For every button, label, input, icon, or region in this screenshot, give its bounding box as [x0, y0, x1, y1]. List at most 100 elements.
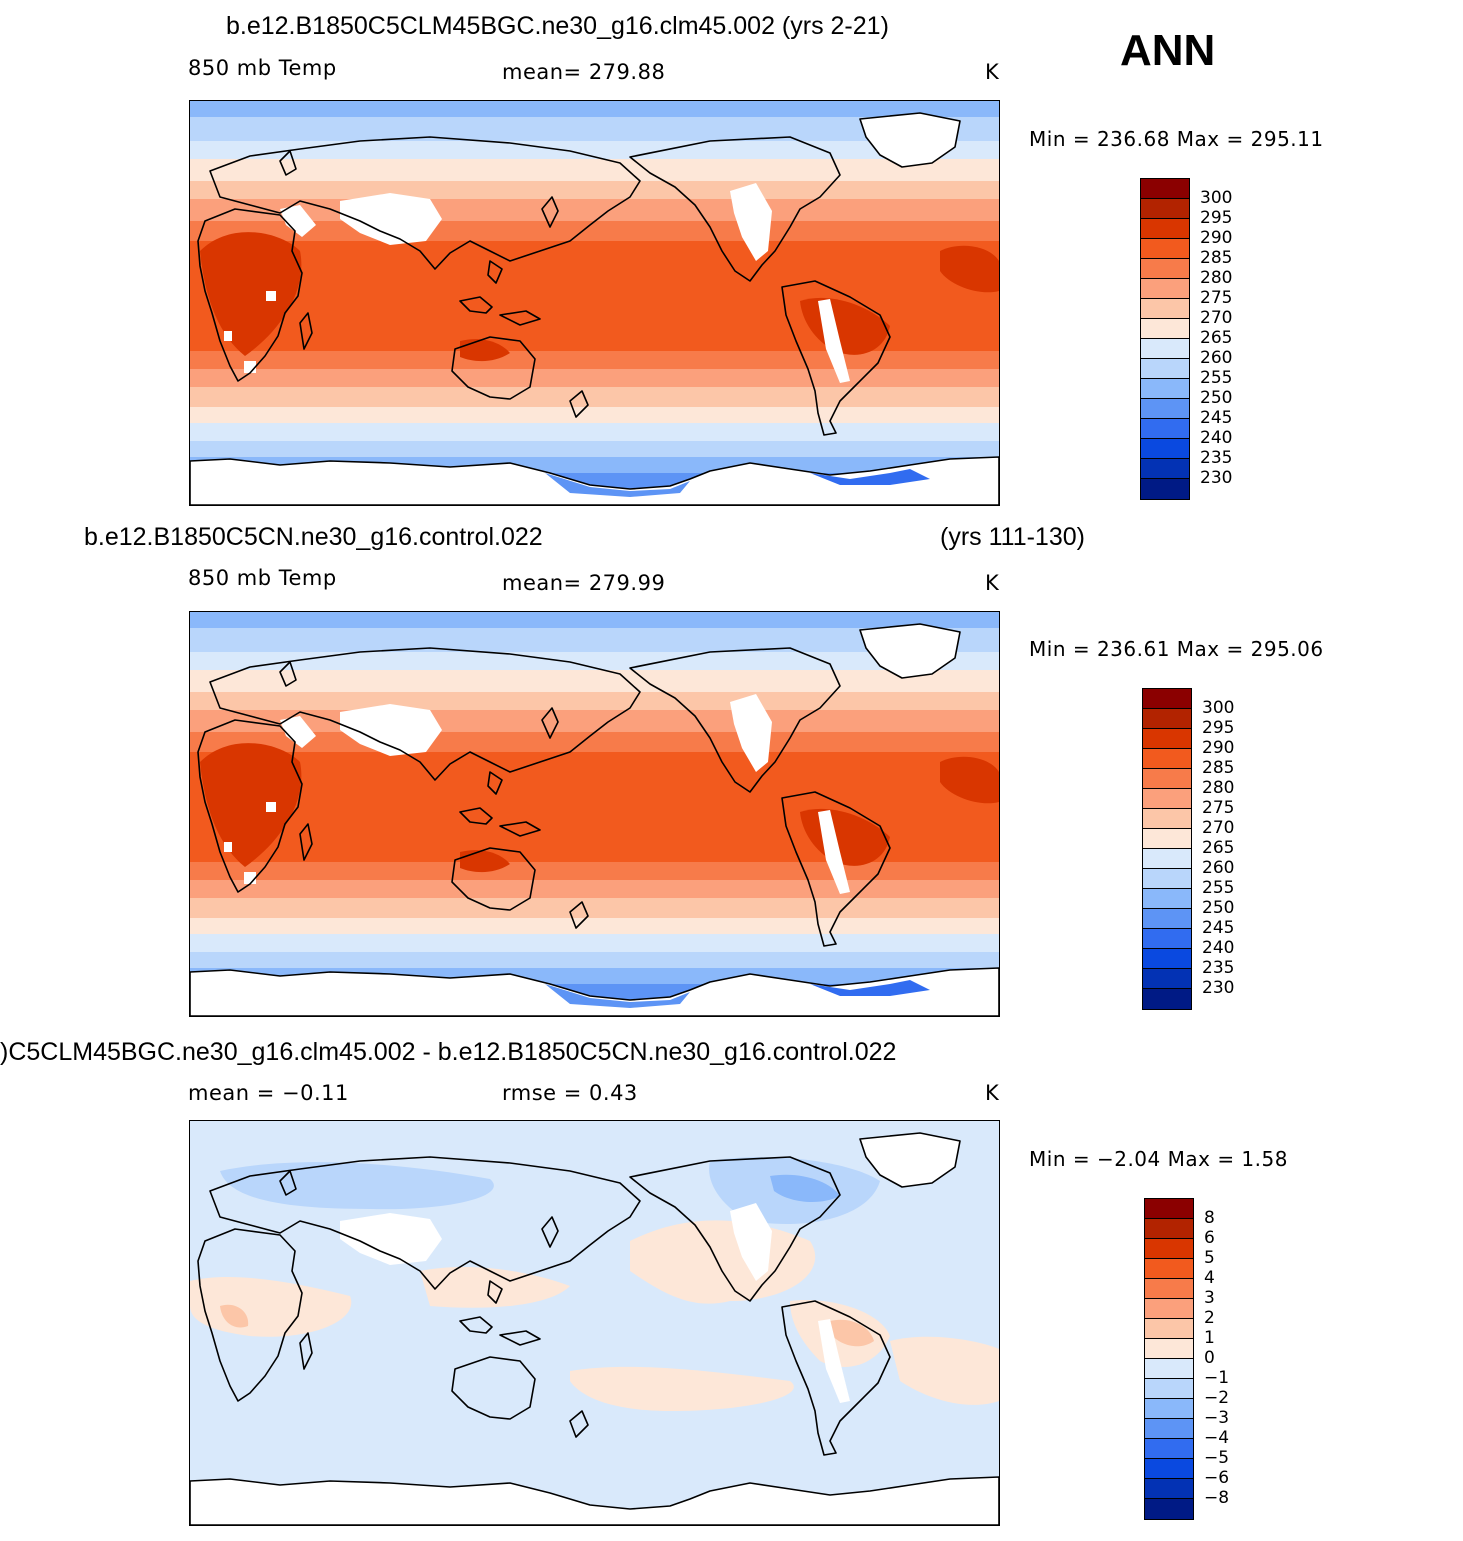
- colorbar-tick-label: 280: [1202, 778, 1235, 798]
- colorbar-tick-label: −6: [1204, 1468, 1230, 1488]
- greenland-icesheet: [860, 113, 960, 167]
- positive-difference-region: [420, 1266, 570, 1308]
- colorbar: [1140, 178, 1190, 500]
- antarctica-landmass: [190, 457, 999, 505]
- masked-terrain: [244, 872, 256, 884]
- temperature-band: [190, 351, 999, 369]
- colorbar-tick-label: 285: [1202, 758, 1235, 778]
- masked-terrain: [280, 716, 316, 748]
- temperature-band: [190, 423, 999, 441]
- colorbar-tick-label: 4: [1204, 1268, 1215, 1288]
- colorbar-tick-label: 260: [1202, 858, 1235, 878]
- colorbar-swatch: [1143, 889, 1191, 909]
- temperature-field: [190, 612, 999, 1016]
- colorbar-swatch: [1143, 829, 1191, 849]
- colorbar-tick-label: 245: [1200, 408, 1233, 428]
- colorbar-swatch: [1145, 1339, 1193, 1359]
- colorbar-tick-label: 285: [1200, 248, 1233, 268]
- antarctica-landmass: [190, 1477, 999, 1525]
- warm-anomaly-region: [460, 339, 510, 362]
- coastline-madagascar: [299, 823, 313, 861]
- colorbar-swatch: [1143, 729, 1191, 749]
- coastline-japan: [541, 1216, 559, 1248]
- colorbar-tick-label: 2: [1204, 1308, 1215, 1328]
- cold-region: [545, 984, 690, 1008]
- colorbar-tick-label: 295: [1200, 208, 1233, 228]
- temperature-map: [189, 100, 1000, 506]
- negative-difference-region: [190, 1451, 999, 1481]
- coastline-antarctica: [190, 967, 999, 1016]
- colorbar-swatch: [1145, 1359, 1193, 1379]
- colorbar-swatch: [1141, 419, 1189, 439]
- colorbar-swatch: [1145, 1319, 1193, 1339]
- coastline-greenland: [859, 1132, 961, 1188]
- panel-title: b.e12.B1850C5CN.ne30_g16.control.022: [84, 523, 543, 551]
- colorbar-tick-label: 1: [1204, 1328, 1215, 1348]
- colorbar-swatch: [1143, 849, 1191, 869]
- coastline-namerica: [629, 647, 841, 793]
- warm-anomaly-region: [200, 743, 302, 867]
- colorbar-tick-label: 240: [1202, 938, 1235, 958]
- colorbar-swatch: [1143, 909, 1191, 929]
- colorbar-tick-label: 260: [1200, 348, 1233, 368]
- colorbar-swatch: [1143, 789, 1191, 809]
- coastline-indo: [459, 1280, 541, 1346]
- colorbar-tick-label: 255: [1202, 878, 1235, 898]
- coastline-madagascar: [299, 312, 313, 350]
- colorbar-swatch: [1141, 299, 1189, 319]
- colorbar-tick-label: 255: [1200, 368, 1233, 388]
- colorbar-tick-label: 0: [1204, 1348, 1215, 1368]
- colorbar-swatch: [1141, 219, 1189, 239]
- greenland-icesheet: [860, 624, 960, 678]
- colorbar-tick-label: 230: [1200, 468, 1233, 488]
- positive-difference-region: [830, 1319, 874, 1347]
- temperature-band: [190, 880, 999, 898]
- coastline-newzealand: [569, 390, 589, 418]
- colorbar-swatch: [1145, 1259, 1193, 1279]
- masked-terrain: [224, 331, 232, 341]
- colorbar-tick-label: 230: [1202, 978, 1235, 998]
- greenland-icesheet: [860, 1133, 960, 1187]
- coastline-uk: [279, 1170, 297, 1196]
- units-label: K: [985, 60, 1000, 84]
- coastline-uk: [279, 661, 297, 687]
- colorbar-swatch: [1143, 689, 1191, 709]
- masked-terrain: [266, 802, 276, 812]
- colorbar-tick-label: −4: [1204, 1428, 1230, 1448]
- units-label: K: [985, 1081, 1000, 1105]
- colorbar-tick-label: 5: [1204, 1248, 1215, 1268]
- minmax-label: Min = 236.61 Max = 295.06: [1029, 637, 1324, 661]
- coastline-uk: [279, 150, 297, 176]
- temperature-band: [190, 101, 999, 117]
- colorbar-swatch: [1145, 1279, 1193, 1299]
- masked-terrain: [280, 205, 316, 237]
- temperature-band: [190, 652, 999, 670]
- season-label: ANN: [1120, 26, 1216, 75]
- colorbar-swatch: [1145, 1219, 1193, 1239]
- tibetan-plateau-mask: [340, 1213, 442, 1265]
- colorbar-swatch: [1141, 179, 1189, 199]
- tibetan-plateau-mask: [340, 193, 442, 245]
- colorbar-tick-label: 270: [1202, 818, 1235, 838]
- coastline-indo: [459, 771, 541, 837]
- colorbar-swatch: [1141, 379, 1189, 399]
- positive-difference-region: [890, 1336, 999, 1405]
- warm-anomaly-region: [940, 245, 999, 293]
- colorbar-tick-label: −2: [1204, 1388, 1230, 1408]
- colorbar-swatch: [1143, 969, 1191, 989]
- colorbar-swatch: [1145, 1459, 1193, 1479]
- colorbar-tick-label: 240: [1200, 428, 1233, 448]
- colorbar-tick-label: 265: [1200, 328, 1233, 348]
- colorbar-tick-label: 295: [1202, 718, 1235, 738]
- coastline-australia: [451, 1356, 536, 1420]
- temperature-map: [189, 611, 1000, 1017]
- warm-anomaly-region: [460, 850, 510, 873]
- tibetan-plateau-mask: [340, 704, 442, 756]
- coastline-antarctica: [190, 1476, 999, 1525]
- mean-label: mean = −0.11: [188, 1081, 349, 1105]
- colorbar-swatch: [1145, 1199, 1193, 1219]
- colorbar: [1142, 688, 1192, 1010]
- colorbar-tick-label: 235: [1202, 958, 1235, 978]
- units-label: K: [985, 571, 1000, 595]
- field-label: 850 mb Temp: [188, 56, 337, 80]
